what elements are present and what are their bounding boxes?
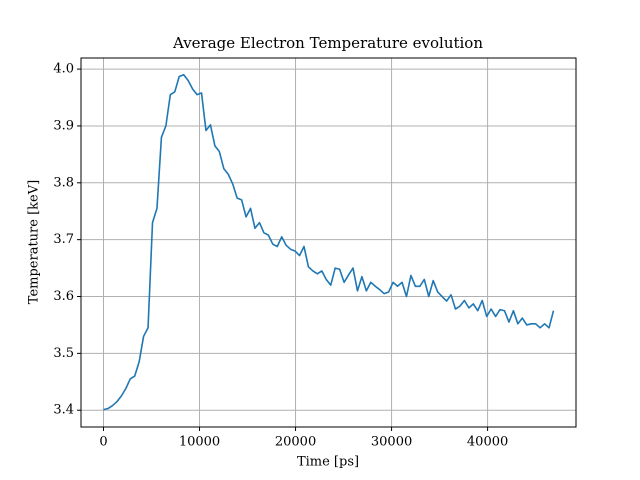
axes-frame [80, 57, 577, 428]
y-tick-label: 4.0 [53, 62, 74, 77]
y-tick-label: 3.7 [53, 232, 74, 247]
x-tick-label: 30000 [371, 435, 412, 450]
x-tick-label: 0 [99, 435, 107, 450]
x-tick-label: 40000 [467, 435, 508, 450]
y-tick-label: 3.6 [53, 289, 74, 304]
x-tick-label: 20000 [275, 435, 316, 450]
y-tick-label: 3.8 [53, 175, 74, 190]
grid [81, 58, 576, 427]
chart-title: Average Electron Temperature evolution [172, 34, 483, 52]
x-axis-label: Time [ps] [297, 455, 359, 470]
x-tick-label: 10000 [179, 435, 220, 450]
y-tick-label: 3.4 [53, 403, 74, 418]
y-tick-label: 3.9 [53, 118, 74, 133]
y-tick-label: 3.5 [53, 346, 74, 361]
y-axis-label: Temperature [keV] [27, 180, 42, 304]
plot-area [103, 73, 555, 411]
data-line [103, 73, 555, 411]
